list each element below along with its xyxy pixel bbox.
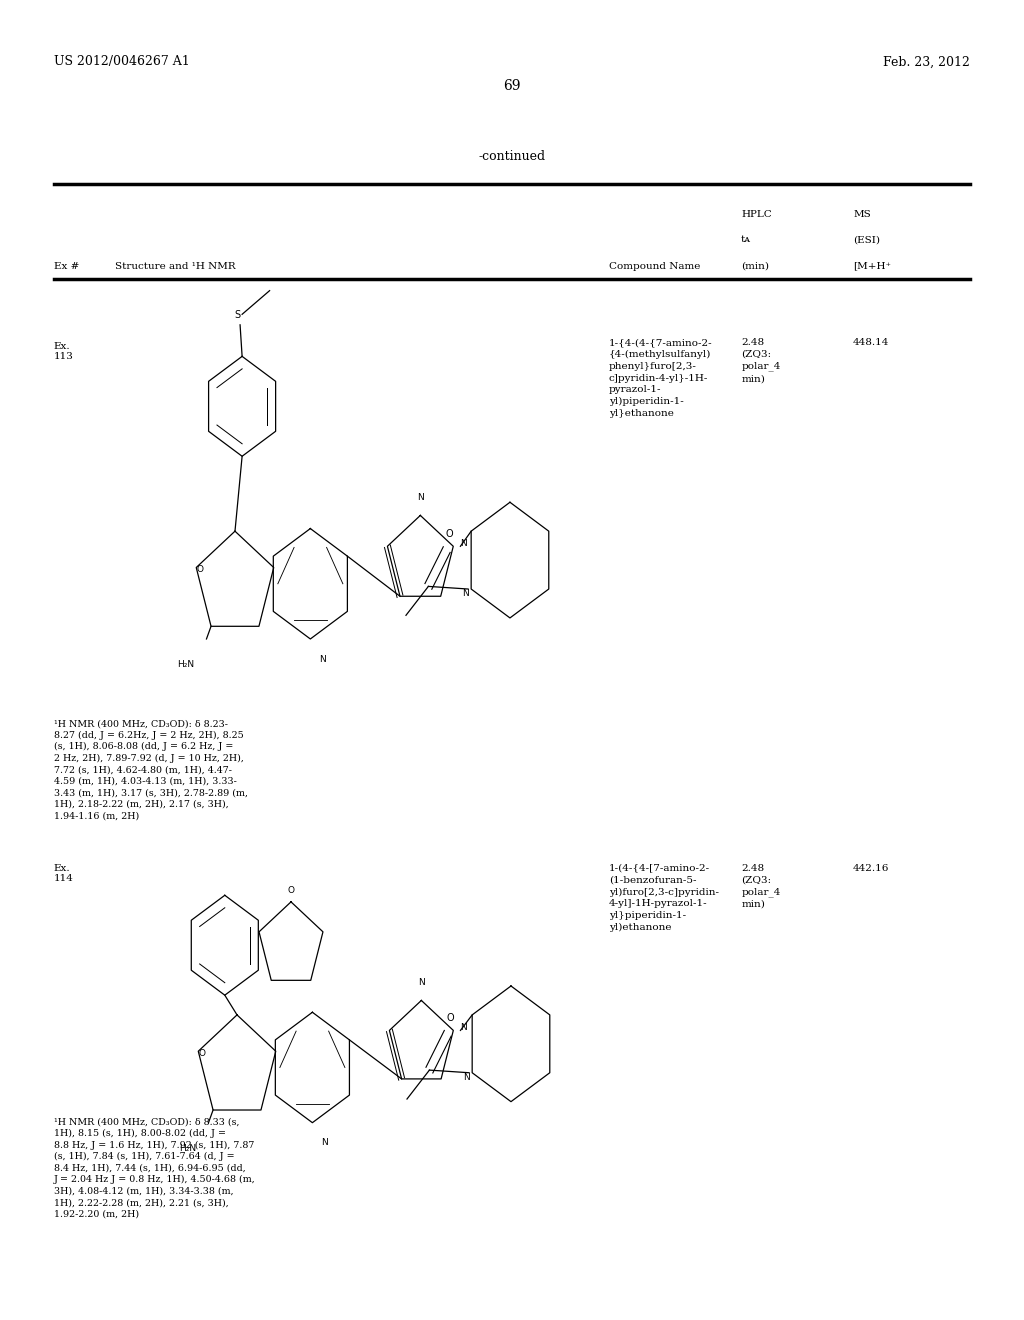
Text: 448.14: 448.14	[853, 338, 890, 347]
Text: O: O	[446, 529, 454, 539]
Text: N: N	[417, 492, 424, 502]
Text: 1-{4-(4-{7-amino-2-
{4-(methylsulfanyl)
phenyl}furo[2,3-
c]pyridin-4-yl}-1H-
pyr: 1-{4-(4-{7-amino-2- {4-(methylsulfanyl) …	[608, 338, 713, 418]
Text: O: O	[446, 1012, 455, 1023]
Text: 2.48
(ZQ3:
polar_4
min): 2.48 (ZQ3: polar_4 min)	[741, 863, 780, 909]
Text: Ex #: Ex #	[53, 261, 79, 271]
Text: N: N	[322, 1138, 328, 1147]
Text: ¹H NMR (400 MHz, CD₃OD): δ 8.23-
8.27 (dd, J = 6.2Hz, J = 2 Hz, 2H), 8.25
(s, 1H: ¹H NMR (400 MHz, CD₃OD): δ 8.23- 8.27 (d…	[53, 719, 248, 820]
Text: N: N	[319, 655, 326, 664]
Text: 442.16: 442.16	[853, 863, 890, 873]
Text: Feb. 23, 2012: Feb. 23, 2012	[884, 55, 971, 69]
Text: US 2012/0046267 A1: US 2012/0046267 A1	[53, 55, 189, 69]
Text: H₂N: H₂N	[177, 660, 195, 669]
Text: Structure and ¹H NMR: Structure and ¹H NMR	[115, 261, 236, 271]
Text: [M+H⁺: [M+H⁺	[853, 261, 891, 271]
Text: O: O	[199, 1049, 205, 1057]
Text: Ex.
114: Ex. 114	[53, 863, 74, 883]
Text: -continued: -continued	[478, 150, 546, 162]
Text: N: N	[462, 589, 469, 598]
Text: N: N	[418, 978, 425, 987]
Text: Ex.
113: Ex. 113	[53, 342, 74, 362]
Text: 69: 69	[503, 79, 521, 92]
Text: Compound Name: Compound Name	[608, 261, 700, 271]
Text: 1-(4-{4-[7-amino-2-
(1-benzofuran-5-
yl)furo[2,3-c]pyridin-
4-yl]-1H-pyrazol-1-
: 1-(4-{4-[7-amino-2- (1-benzofuran-5- yl)…	[608, 863, 719, 932]
Text: 2.48
(ZQ3:
polar_4
min): 2.48 (ZQ3: polar_4 min)	[741, 338, 780, 383]
Text: ¹H NMR (400 MHz, CD₃OD): δ 8.33 (s,
1H), 8.15 (s, 1H), 8.00-8.02 (dd, J =
8.8 Hz: ¹H NMR (400 MHz, CD₃OD): δ 8.33 (s, 1H),…	[53, 1118, 255, 1218]
Text: H₂N: H₂N	[179, 1143, 197, 1152]
Text: tᴀ: tᴀ	[741, 235, 752, 244]
Text: MS: MS	[853, 210, 871, 219]
Text: N: N	[463, 1073, 470, 1081]
Text: (min): (min)	[741, 261, 769, 271]
Text: (ESI): (ESI)	[853, 235, 881, 244]
Text: N: N	[460, 539, 467, 548]
Text: S: S	[233, 310, 240, 319]
Text: N: N	[460, 1023, 467, 1032]
Text: O: O	[197, 565, 203, 574]
Text: O: O	[288, 886, 295, 895]
Text: HPLC: HPLC	[741, 210, 772, 219]
